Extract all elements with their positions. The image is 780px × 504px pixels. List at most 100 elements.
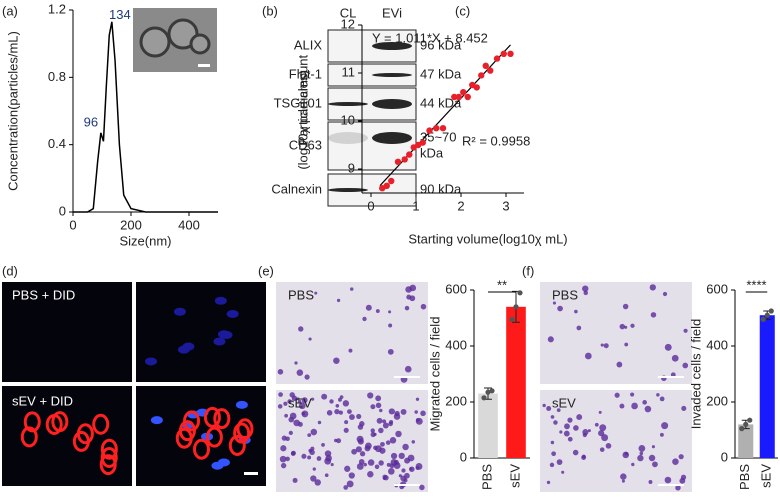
- data-point: [482, 62, 489, 69]
- x-tick-label: sEV: [507, 464, 522, 488]
- stained-cell: [290, 451, 296, 456]
- scale-bar: [198, 64, 210, 67]
- stained-cell: [404, 457, 411, 464]
- stained-cell: [333, 357, 340, 364]
- stained-cell: [364, 445, 371, 452]
- stained-cell: [650, 312, 657, 318]
- stained-cell: [356, 413, 362, 420]
- stained-cell: [661, 422, 669, 430]
- stained-cell: [370, 404, 376, 410]
- data-point: [747, 417, 753, 423]
- stained-cell: [356, 435, 364, 443]
- stained-cell: [573, 425, 579, 431]
- microscopy-image: [2, 282, 132, 382]
- stained-cell: [631, 462, 635, 467]
- stained-cell: [546, 480, 551, 485]
- transwell-image: [540, 282, 692, 384]
- dye-signal: [51, 411, 69, 433]
- stained-cell: [356, 463, 364, 470]
- stained-cell: [622, 303, 629, 310]
- stained-cell: [351, 448, 358, 455]
- stained-cell: [355, 446, 362, 453]
- dye-signal: [228, 434, 246, 456]
- stained-cell: [620, 473, 627, 480]
- stained-cell: [605, 443, 612, 449]
- x-tick-label: 200: [120, 217, 142, 232]
- y-tick-label: 11: [342, 64, 356, 79]
- y-tick-label: 600: [445, 281, 467, 296]
- stained-cell: [420, 303, 427, 310]
- stained-cell: [572, 449, 579, 456]
- stained-cell: [388, 323, 393, 328]
- stained-cell: [301, 397, 308, 404]
- stained-cell: [390, 452, 398, 460]
- stained-cell: [664, 343, 672, 351]
- stained-cell: [600, 343, 604, 347]
- stained-cell: [289, 412, 297, 420]
- stained-cell: [309, 449, 315, 456]
- stained-cell: [314, 479, 321, 486]
- image-label: sEV: [552, 395, 576, 410]
- stained-cell: [649, 284, 656, 291]
- nucleus: [145, 357, 158, 366]
- stained-cell: [310, 428, 318, 436]
- x-tick-label: PBS: [479, 464, 494, 490]
- data-point: [764, 312, 770, 318]
- stained-cell: [301, 453, 307, 459]
- bar: [506, 306, 526, 458]
- scale-bar: [658, 484, 684, 486]
- stained-cell: [375, 395, 382, 402]
- data-point: [768, 308, 774, 314]
- stained-cell: [598, 430, 605, 437]
- stained-cell: [567, 436, 573, 442]
- stained-cell: [405, 286, 412, 293]
- x-tick-label: 3: [502, 198, 509, 213]
- blot-band: [372, 42, 412, 50]
- panel-label: (c): [455, 3, 470, 18]
- y-tick-label: 0.8: [48, 69, 66, 84]
- y-tick-label: 1.2: [48, 1, 66, 16]
- y-tick-label: 200: [706, 393, 728, 408]
- stained-cell: [547, 336, 554, 343]
- panel-label: (b): [262, 3, 278, 18]
- bar: [738, 424, 754, 458]
- data-point: [460, 89, 467, 96]
- stained-cell: [344, 465, 351, 472]
- stained-cell: [324, 450, 332, 457]
- stained-cell: [382, 422, 389, 429]
- panel-label: (e): [258, 263, 274, 278]
- data-point: [500, 50, 507, 57]
- stained-cell: [336, 298, 341, 303]
- blot-row-label: Calnexin: [271, 181, 322, 196]
- blot-band: [372, 132, 412, 144]
- data-point: [473, 84, 480, 91]
- y-tick-label: 0: [721, 449, 728, 464]
- stained-cell: [326, 410, 333, 416]
- blot-column: CL: [340, 5, 357, 20]
- stained-cell: [420, 410, 426, 417]
- stained-cell: [652, 461, 658, 468]
- scale-bar: [658, 376, 684, 378]
- stained-cell: [288, 430, 293, 435]
- stained-cell: [581, 454, 586, 459]
- data-point: [419, 139, 426, 146]
- dye-signal: [192, 438, 210, 460]
- vesicle: [189, 33, 211, 55]
- x-tick-label: 0: [69, 217, 76, 232]
- nucleus: [226, 309, 239, 318]
- scale-bar: [394, 484, 420, 486]
- x-tick-label: 1: [412, 198, 419, 213]
- nucleus: [235, 400, 248, 409]
- blot-size: kDa: [420, 145, 444, 160]
- stained-cell: [616, 361, 623, 368]
- data-point: [481, 395, 487, 401]
- stained-cell: [552, 301, 557, 305]
- stained-cell: [342, 400, 350, 407]
- stained-cell: [365, 304, 372, 311]
- stained-cell: [298, 326, 304, 332]
- stained-cell: [567, 417, 573, 423]
- stained-cell: [370, 428, 375, 433]
- stained-cell: [278, 392, 283, 397]
- stained-cell: [330, 463, 334, 467]
- stained-cell: [638, 445, 646, 452]
